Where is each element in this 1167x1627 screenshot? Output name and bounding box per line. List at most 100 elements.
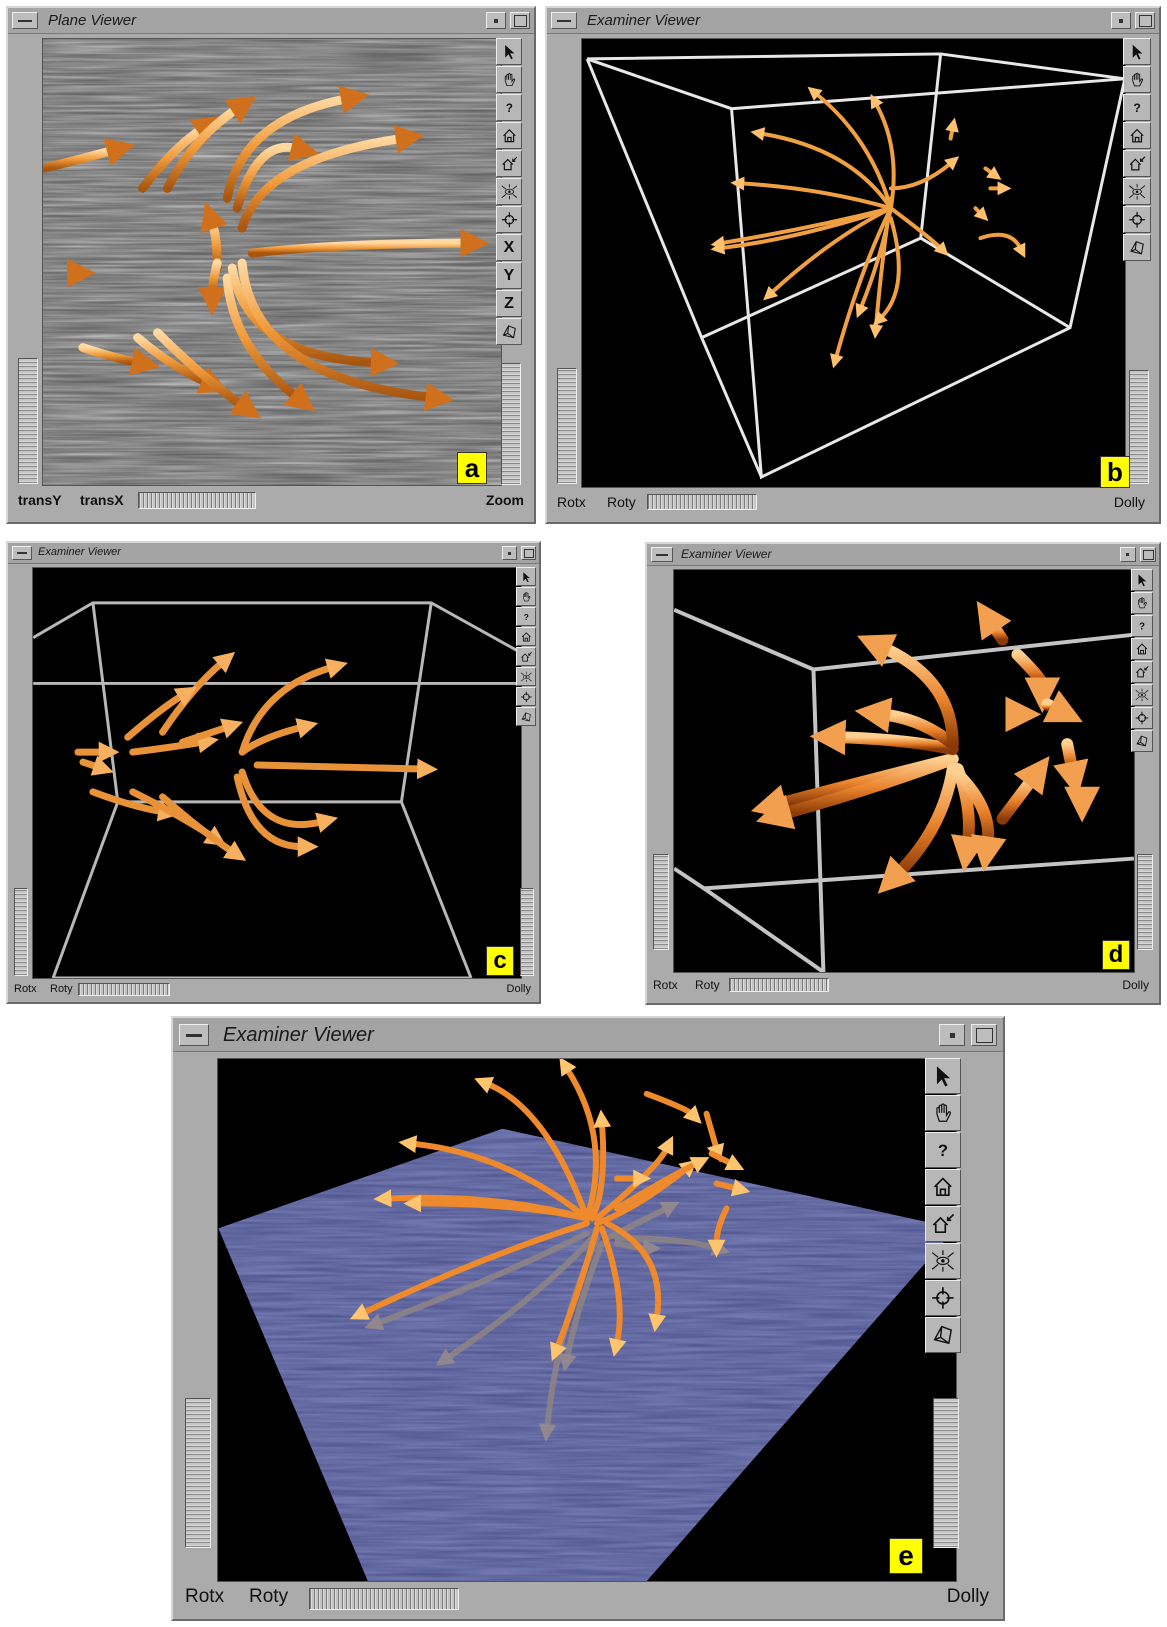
viewer-window-e: Examiner Viewer <box>171 1016 1005 1621</box>
view-all-icon[interactable] <box>1131 684 1153 706</box>
axis-y-button[interactable]: Y <box>496 262 522 289</box>
perspective-icon[interactable] <box>1123 234 1151 261</box>
perspective-icon[interactable] <box>925 1317 961 1353</box>
vertical-thumbwheel-left[interactable] <box>557 368 577 484</box>
home-icon[interactable] <box>1123 122 1151 149</box>
vertical-thumbwheel-right[interactable] <box>501 363 521 485</box>
hand-icon[interactable] <box>496 66 522 93</box>
examiner-scene <box>585 52 1125 480</box>
render-viewport[interactable] <box>673 569 1135 973</box>
maximize-button[interactable] <box>521 546 536 560</box>
horizontal-thumbwheel[interactable] <box>729 978 829 992</box>
streamline <box>197 258 227 316</box>
set-home-icon[interactable] <box>1123 150 1151 177</box>
hand-icon[interactable] <box>1131 592 1153 614</box>
window-title: Plane Viewer <box>48 12 137 29</box>
title-bar[interactable]: Plane Viewer <box>8 8 534 34</box>
vertical-thumbwheel-right[interactable] <box>1137 854 1153 950</box>
set-home-icon[interactable] <box>1131 661 1153 683</box>
thumbwheel-label-right: Dolly <box>946 1586 989 1607</box>
title-bar[interactable]: Examiner Viewer <box>173 1018 1003 1052</box>
window-title: Examiner Viewer <box>38 546 121 558</box>
thumbwheel-label-mid: Roty <box>50 983 73 995</box>
minimize-button[interactable] <box>939 1024 965 1046</box>
home-icon[interactable] <box>496 122 522 149</box>
vertical-thumbwheel-left[interactable] <box>18 358 38 484</box>
panel-label: a <box>457 452 487 484</box>
maximize-button[interactable] <box>971 1024 997 1046</box>
help-icon[interactable]: ? <box>516 607 536 626</box>
seek-icon[interactable] <box>1123 206 1151 233</box>
minimize-button[interactable] <box>502 546 517 560</box>
maximize-button[interactable] <box>1140 547 1156 562</box>
hand-icon[interactable] <box>925 1095 961 1131</box>
set-home-icon[interactable] <box>925 1206 961 1242</box>
set-home-icon[interactable] <box>496 150 522 177</box>
title-bar[interactable]: Examiner Viewer <box>547 8 1159 34</box>
streamline <box>222 273 316 412</box>
minimize-button[interactable] <box>486 12 506 29</box>
hand-icon[interactable] <box>1123 66 1151 93</box>
window-menu-button[interactable] <box>179 1024 209 1046</box>
render-viewport[interactable] <box>581 38 1126 488</box>
render-viewport[interactable] <box>42 38 502 486</box>
streamline <box>222 85 370 203</box>
window-title: Examiner Viewer <box>587 12 701 29</box>
streamline <box>247 228 490 258</box>
pick-arrow-icon[interactable] <box>1123 38 1151 65</box>
vertical-thumbwheel-left[interactable] <box>14 888 28 976</box>
examiner-scene <box>33 601 521 978</box>
view-all-icon[interactable] <box>496 178 522 205</box>
perspective-icon[interactable] <box>496 318 522 345</box>
help-icon[interactable]: ? <box>1131 615 1153 637</box>
pick-arrow-icon[interactable] <box>516 567 536 586</box>
window-menu-button[interactable] <box>651 547 673 562</box>
home-icon[interactable] <box>1131 638 1153 660</box>
maximize-button[interactable] <box>1135 12 1155 29</box>
perspective-icon[interactable] <box>516 707 536 726</box>
axis-x-button[interactable]: X <box>496 234 522 261</box>
hand-icon[interactable] <box>516 587 536 606</box>
seek-icon[interactable] <box>496 206 522 233</box>
title-bar[interactable]: Examiner Viewer <box>647 544 1159 566</box>
pick-arrow-icon[interactable] <box>925 1058 961 1094</box>
vertical-thumbwheel-right[interactable] <box>520 888 534 976</box>
minimize-button[interactable] <box>1111 12 1131 29</box>
panel-label: d <box>1102 940 1130 970</box>
svg-text:?: ? <box>1139 622 1145 633</box>
vertical-thumbwheel-right[interactable] <box>1129 370 1149 484</box>
vertical-thumbwheel-left[interactable] <box>185 1398 211 1548</box>
help-icon[interactable]: ? <box>1123 94 1151 121</box>
home-icon[interactable] <box>925 1169 961 1205</box>
home-icon[interactable] <box>516 627 536 646</box>
title-bar[interactable]: Examiner Viewer <box>8 543 539 564</box>
horizontal-thumbwheel[interactable] <box>647 494 757 510</box>
minimize-button[interactable] <box>1120 547 1136 562</box>
view-all-icon[interactable] <box>925 1243 961 1279</box>
thumbwheel-label-mid: Roty <box>249 1586 289 1607</box>
help-icon[interactable]: ? <box>925 1132 961 1168</box>
pick-arrow-icon[interactable] <box>1131 569 1153 591</box>
vertical-thumbwheel-left[interactable] <box>653 854 669 950</box>
horizontal-thumbwheel[interactable] <box>309 1588 459 1610</box>
window-menu-button[interactable] <box>12 12 38 29</box>
set-home-icon[interactable] <box>516 647 536 666</box>
pick-arrow-icon[interactable] <box>496 38 522 65</box>
view-all-icon[interactable] <box>1123 178 1151 205</box>
vertical-thumbwheel-right[interactable] <box>933 1398 959 1548</box>
window-menu-button[interactable] <box>12 546 32 560</box>
render-viewport[interactable] <box>32 567 522 979</box>
view-all-icon[interactable] <box>516 667 536 686</box>
maximize-button[interactable] <box>510 12 530 29</box>
seek-icon[interactable] <box>925 1280 961 1316</box>
help-icon[interactable]: ? <box>496 94 522 121</box>
axis-z-button[interactable]: Z <box>496 290 522 317</box>
horizontal-thumbwheel[interactable] <box>138 492 256 509</box>
perspective-icon[interactable] <box>1131 730 1153 752</box>
seek-icon[interactable] <box>516 687 536 706</box>
window-menu-button[interactable] <box>551 12 577 29</box>
bounding-box <box>585 52 1125 480</box>
horizontal-thumbwheel[interactable] <box>78 983 170 996</box>
seek-icon[interactable] <box>1131 707 1153 729</box>
render-viewport[interactable] <box>217 1058 957 1582</box>
